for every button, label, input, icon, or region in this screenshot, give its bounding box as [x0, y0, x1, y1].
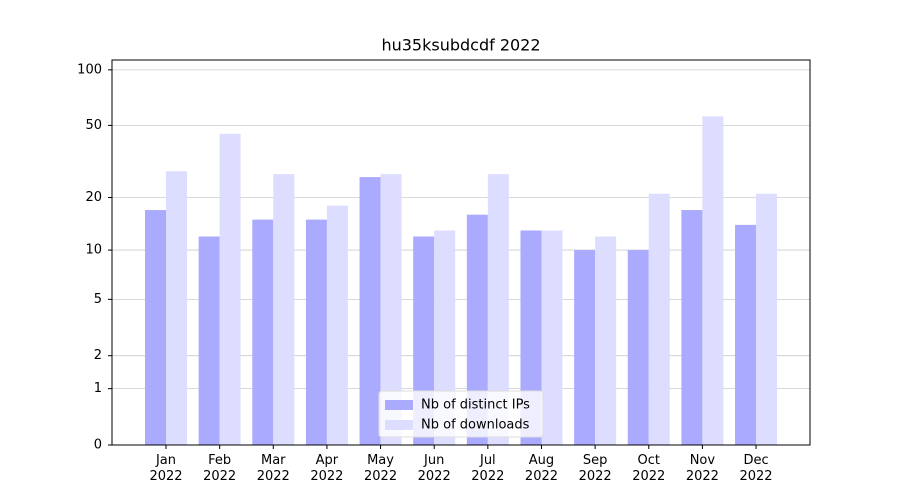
- y-tick-label: 20: [85, 190, 102, 205]
- x-tick-label: Feb 2022: [203, 453, 237, 484]
- x-tick-label: Jul 2022: [471, 453, 505, 484]
- bar: [466, 214, 488, 445]
- x-tick-label: May 2022: [364, 453, 398, 484]
- bar: [627, 250, 649, 445]
- legend-label: Nb of downloads: [421, 418, 530, 433]
- plot-frame: [111, 59, 811, 446]
- bar: [326, 205, 348, 445]
- bar: [702, 116, 724, 445]
- bar: [756, 193, 778, 445]
- bar: [574, 250, 596, 445]
- legend-box: [378, 390, 544, 438]
- legend: Nb of distinct IPs Nb of downloads: [378, 390, 544, 438]
- x-tick-label: Apr 2022: [310, 453, 344, 484]
- legend-swatch: [385, 400, 413, 410]
- bar: [359, 177, 381, 445]
- y-tick-label: 5: [94, 292, 102, 307]
- bar: [305, 219, 327, 445]
- x-tick-label: Oct 2022: [632, 453, 666, 484]
- bar: [541, 230, 563, 445]
- bar: [595, 236, 617, 445]
- bar: [166, 171, 187, 445]
- x-tick-label: Aug 2022: [524, 453, 559, 484]
- y-tick-label: 10: [85, 243, 102, 258]
- bar: [681, 210, 703, 445]
- x-tick-label: Jun 2022: [417, 453, 451, 484]
- y-tick-label: 1: [94, 381, 102, 396]
- bar: [198, 236, 220, 445]
- x-tick-label: Dec 2022: [739, 453, 773, 484]
- chart-title: hu35ksubdcdf 2022: [381, 36, 540, 55]
- bar: [273, 174, 295, 445]
- bar: [487, 174, 509, 445]
- bar: [735, 224, 757, 445]
- bar: [380, 174, 402, 445]
- bar: [648, 193, 670, 445]
- x-tick-label: Jan 2022: [149, 453, 183, 484]
- bar: [252, 219, 274, 445]
- x-tick-label: Sep 2022: [578, 453, 612, 484]
- y-tick-label: 50: [85, 118, 102, 133]
- x-tick-label: Mar 2022: [256, 453, 290, 484]
- x-tick-label: Nov 2022: [685, 453, 719, 484]
- bar: [219, 133, 241, 446]
- bar: [145, 210, 166, 445]
- y-tick-label: 2: [94, 348, 102, 363]
- y-tick-label: 0: [94, 438, 102, 453]
- legend-label: Nb of distinct IPs: [421, 398, 530, 413]
- legend-swatch: [385, 420, 413, 430]
- y-tick-label: 100: [77, 62, 102, 77]
